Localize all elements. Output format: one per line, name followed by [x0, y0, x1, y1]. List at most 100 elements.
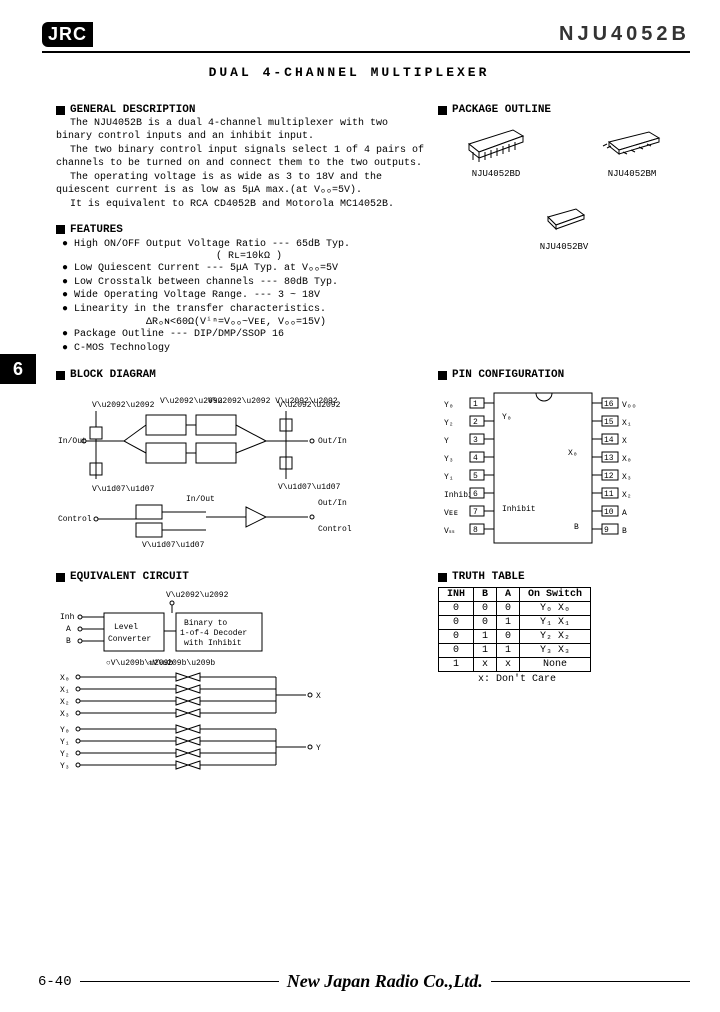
table-cell: 0	[474, 616, 497, 630]
svg-text:10: 10	[604, 508, 614, 517]
pin-config-svg: Y₀116VₒₒY₂215X₁Y314XY₃413X₀Y₁512X₃Inhibi…	[438, 383, 648, 553]
table-cell: 1	[439, 658, 474, 672]
package-label: NJU4052BM	[597, 169, 667, 179]
svg-text:6: 6	[473, 490, 478, 499]
svg-text:Level: Level	[114, 623, 138, 632]
table-cell: Y₀ X₀	[520, 602, 591, 616]
truth-table-header: B	[474, 588, 497, 602]
svg-text:Control: Control	[318, 525, 352, 534]
svg-text:X₀: X₀	[60, 674, 70, 683]
feature-item: Package Outline --- DIP/DMP/SSOP 16	[62, 328, 426, 342]
section-equivalent-circuit: EQUIVALENT CIRCUIT	[56, 571, 426, 583]
svg-text:Y: Y	[444, 437, 449, 446]
svg-text:Out/In: Out/In	[318, 499, 347, 508]
desc-paragraph: The two binary control input signals sel…	[56, 145, 426, 170]
package-dmp: NJU4052BM	[597, 122, 667, 179]
table-cell: 1	[474, 644, 497, 658]
table-cell: Y₂ X₂	[520, 630, 591, 644]
table-cell: 0	[439, 602, 474, 616]
features-list: Low Quiescent Current --- 5μA Typ. at Vₒ…	[56, 262, 426, 316]
ssop-icon	[534, 199, 594, 235]
svg-text:with Inhibit: with Inhibit	[184, 639, 242, 648]
desc-paragraph: The operating voltage is as wide as 3 to…	[56, 172, 426, 197]
svg-text:Vᴇᴇ: Vᴇᴇ	[444, 509, 458, 518]
svg-text:7: 7	[473, 508, 478, 517]
svg-text:Inh: Inh	[60, 613, 75, 622]
svg-text:12: 12	[604, 472, 614, 481]
svg-text:14: 14	[604, 436, 614, 445]
svg-text:V\u2092\u2092: V\u2092\u2092	[278, 401, 341, 410]
desc-paragraph: The NJU4052B is a dual 4-channel multipl…	[56, 118, 426, 143]
svg-text:In/Out: In/Out	[186, 495, 215, 504]
svg-text:15: 15	[604, 418, 614, 427]
side-tab: 6	[0, 354, 36, 384]
svg-text:X₃: X₃	[622, 473, 632, 482]
section-block-diagram: BLOCK DIAGRAM	[56, 369, 426, 381]
svg-text:3: 3	[473, 436, 478, 445]
svg-text:X₂: X₂	[60, 698, 70, 707]
svg-text:Y₀: Y₀	[444, 401, 454, 410]
svg-text:A: A	[622, 509, 627, 518]
footer-rule	[80, 981, 279, 982]
svg-text:B: B	[574, 523, 579, 532]
svg-text:B: B	[66, 637, 71, 646]
svg-text:13: 13	[604, 454, 614, 463]
truth-table: INHBAOn Switch 000Y₀ X₀001Y₁ X₁010Y₂ X₂0…	[438, 587, 591, 672]
header-rule	[42, 51, 690, 53]
svg-text:11: 11	[604, 490, 614, 499]
section-package-outline: PACKAGE OUTLINE	[438, 104, 690, 116]
svg-text:16: 16	[604, 400, 614, 409]
svg-text:V\u1d07\u1d07: V\u1d07\u1d07	[142, 541, 205, 547]
svg-text:Control: Control	[58, 515, 92, 524]
svg-text:9: 9	[604, 526, 609, 535]
feature-item: Low Quiescent Current --- 5μA Typ. at Vₒ…	[62, 262, 426, 276]
block-diagram-svg: V\u2092\u2092 In/Out V\u1d07\u1d07 V\u20…	[56, 387, 396, 547]
package-label: NJU4052BD	[461, 169, 531, 179]
table-row: 001Y₁ X₁	[439, 616, 591, 630]
section-truth-table: TRUTH TABLE	[438, 571, 690, 583]
feature-item: C-MOS Technology	[62, 342, 426, 356]
dip-icon	[461, 122, 531, 162]
desc-paragraph: It is equivalent to RCA CD4052B and Moto…	[56, 199, 426, 212]
table-cell: x	[497, 658, 520, 672]
svg-text:V\u1d07\u1d07: V\u1d07\u1d07	[92, 485, 155, 494]
section-general-description: GENERAL DESCRIPTION	[56, 104, 426, 116]
svg-text:Y₃: Y₃	[60, 762, 70, 771]
table-cell: Y₃ X₃	[520, 644, 591, 658]
part-number: NJU4052B	[559, 23, 690, 46]
features-list: High ON/OFF Output Voltage Ratio --- 65d…	[56, 238, 426, 252]
svg-text:A: A	[66, 625, 71, 634]
package-label: NJU4052BV	[534, 242, 594, 252]
svg-text:5: 5	[473, 472, 478, 481]
svg-text:Converter: Converter	[108, 635, 151, 644]
svg-text:2: 2	[473, 418, 478, 427]
table-cell: Y₁ X₁	[520, 616, 591, 630]
svg-text:Y₁: Y₁	[60, 738, 70, 747]
svg-text:B: B	[622, 527, 627, 536]
svg-text:X₂: X₂	[622, 491, 632, 500]
page-number: 6-40	[38, 974, 72, 990]
logo: JRC	[42, 22, 93, 47]
svg-text:X₀: X₀	[622, 455, 632, 464]
table-cell: 0	[474, 602, 497, 616]
svg-text:X₀: X₀	[568, 449, 578, 458]
svg-text:1-of-4 Decoder: 1-of-4 Decoder	[180, 629, 247, 638]
table-cell: 1	[497, 616, 520, 630]
table-cell: 0	[439, 630, 474, 644]
section-features: FEATURES	[56, 224, 426, 236]
svg-text:X: X	[622, 437, 627, 446]
features-list: Package Outline --- DIP/DMP/SSOP 16 C-MO…	[56, 328, 426, 355]
table-cell: x	[474, 658, 497, 672]
table-cell: 0	[497, 602, 520, 616]
svg-text:○V\u209b\u209b: ○V\u209b\u209b	[148, 659, 215, 668]
truth-table-note: x: Don't Care	[478, 674, 690, 685]
footer-rule	[491, 981, 690, 982]
svg-text:Vₒₒ: Vₒₒ	[622, 401, 636, 410]
svg-text:Y₂: Y₂	[444, 419, 454, 428]
table-row: 011Y₃ X₃	[439, 644, 591, 658]
svg-text:Y: Y	[316, 744, 321, 753]
equivalent-circuit-svg: V\u2092\u2092 Level Converter Binary to …	[56, 585, 386, 775]
svg-text:Y₀: Y₀	[60, 726, 70, 735]
svg-text:V\u2092\u2092: V\u2092\u2092	[166, 591, 229, 600]
svg-text:1: 1	[473, 400, 478, 409]
